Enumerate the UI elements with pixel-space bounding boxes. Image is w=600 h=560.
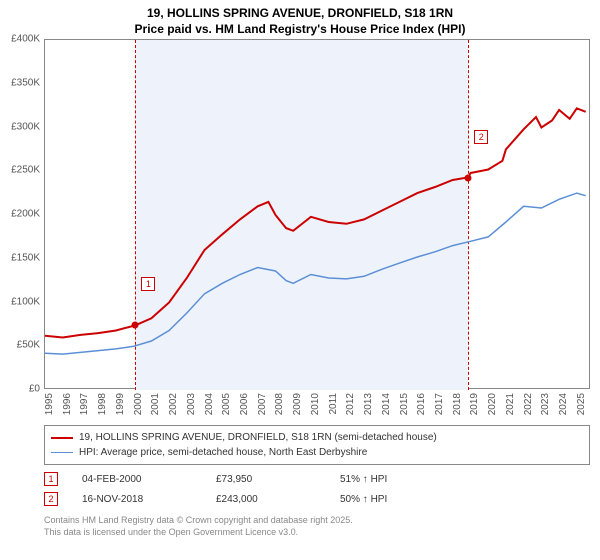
x-axis-tick-label: 2019 xyxy=(469,393,480,415)
event-price: £243,000 xyxy=(216,494,316,505)
x-axis-tick-label: 2010 xyxy=(310,393,321,415)
x-axis-tick-label: 2016 xyxy=(416,393,427,415)
x-axis-tick-label: 2013 xyxy=(363,393,374,415)
x-axis-tick-label: 2001 xyxy=(150,393,161,415)
x-axis-tick-label: 2012 xyxy=(345,393,356,415)
event-marker-id: 2 xyxy=(44,492,58,506)
legend-item: 19, HOLLINS SPRING AVENUE, DRONFIELD, S1… xyxy=(51,430,583,445)
x-axis-tick-label: 2014 xyxy=(381,393,392,415)
event-marker-id: 1 xyxy=(44,472,58,486)
event-price: £73,950 xyxy=(216,474,316,485)
legend: 19, HOLLINS SPRING AVENUE, DRONFIELD, S1… xyxy=(44,425,590,465)
footer-line-2: This data is licensed under the Open Gov… xyxy=(44,527,590,539)
x-axis-tick-label: 2000 xyxy=(133,393,144,415)
event-row: 1 04-FEB-2000 £73,950 51% ↑ HPI xyxy=(44,469,590,489)
legend-item: HPI: Average price, semi-detached house,… xyxy=(51,445,583,460)
y-axis-tick-label: £300K xyxy=(11,121,40,132)
footer-line-1: Contains HM Land Registry data © Crown c… xyxy=(44,515,590,527)
sale-marker-dot xyxy=(465,174,472,181)
event-date: 04-FEB-2000 xyxy=(82,474,192,485)
chart-title: 19, HOLLINS SPRING AVENUE, DRONFIELD, S1… xyxy=(0,0,600,39)
x-axis-tick-label: 2008 xyxy=(274,393,285,415)
x-axis-tick-label: 2002 xyxy=(168,393,179,415)
y-axis-tick-label: £350K xyxy=(11,77,40,88)
x-axis-tick-label: 2015 xyxy=(399,393,410,415)
x-axis-tick-label: 1997 xyxy=(79,393,90,415)
sale-marker-label: 1 xyxy=(141,277,155,291)
x-axis-tick-label: 1996 xyxy=(62,393,73,415)
x-axis-tick-label: 2022 xyxy=(523,393,534,415)
y-axis-tick-label: £100K xyxy=(11,296,40,307)
x-axis-tick-label: 2024 xyxy=(558,393,569,415)
y-axis-tick-label: £0 xyxy=(29,384,40,395)
x-axis-tick-label: 2007 xyxy=(257,393,268,415)
x-axis-tick-label: 2004 xyxy=(204,393,215,415)
x-axis-tick-label: 2018 xyxy=(452,393,463,415)
line-chart xyxy=(45,40,591,390)
event-date: 16-NOV-2018 xyxy=(82,494,192,505)
footer-attribution: Contains HM Land Registry data © Crown c… xyxy=(44,515,590,538)
y-axis-tick-label: £150K xyxy=(11,252,40,263)
x-axis-tick-label: 2006 xyxy=(239,393,250,415)
x-axis-tick-label: 2017 xyxy=(434,393,445,415)
title-line-1: 19, HOLLINS SPRING AVENUE, DRONFIELD, S1… xyxy=(0,6,600,22)
event-pct-vs-hpi: 50% ↑ HPI xyxy=(340,494,440,505)
x-axis-tick-label: 2003 xyxy=(186,393,197,415)
y-axis-tick-label: £50K xyxy=(17,340,40,351)
x-axis-tick-label: 2023 xyxy=(540,393,551,415)
y-axis-tick-label: £200K xyxy=(11,209,40,220)
legend-label: HPI: Average price, semi-detached house,… xyxy=(79,445,367,460)
legend-label: 19, HOLLINS SPRING AVENUE, DRONFIELD, S1… xyxy=(79,430,437,445)
legend-swatch xyxy=(51,452,73,453)
x-axis-tick-label: 2020 xyxy=(487,393,498,415)
sale-marker-dot xyxy=(132,322,139,329)
legend-swatch xyxy=(51,437,73,439)
plot-region: 12 xyxy=(44,39,590,389)
x-axis-tick-label: 2011 xyxy=(328,393,339,415)
x-axis-tick-label: 2025 xyxy=(576,393,587,415)
x-axis-tick-label: 2009 xyxy=(292,393,303,415)
x-axis-tick-label: 1998 xyxy=(97,393,108,415)
event-row: 2 16-NOV-2018 £243,000 50% ↑ HPI xyxy=(44,489,590,509)
events-table: 1 04-FEB-2000 £73,950 51% ↑ HPI 2 16-NOV-2018… xyxy=(44,469,590,509)
title-line-2: Price paid vs. HM Land Registry's House … xyxy=(0,22,600,38)
chart-area: 12 £0£50K£100K£150K£200K£250K£300K£350K£… xyxy=(44,39,590,419)
event-pct-vs-hpi: 51% ↑ HPI xyxy=(340,474,440,485)
x-axis-tick-label: 2021 xyxy=(505,393,516,415)
x-axis-tick-label: 1999 xyxy=(115,393,126,415)
y-axis-tick-label: £250K xyxy=(11,165,40,176)
x-axis-tick-label: 1995 xyxy=(44,393,55,415)
sale-marker-label: 2 xyxy=(474,130,488,144)
x-axis-tick-label: 2005 xyxy=(221,393,232,415)
y-axis-tick-label: £400K xyxy=(11,34,40,45)
